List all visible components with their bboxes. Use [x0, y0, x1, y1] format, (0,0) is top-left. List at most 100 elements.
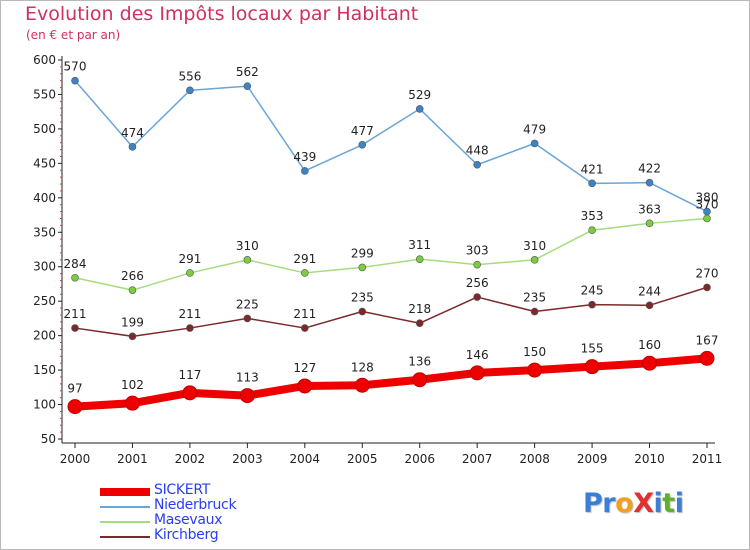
- chart-subtitle: (en € et par an): [26, 28, 121, 42]
- data-point: [703, 207, 711, 216]
- data-point: [186, 86, 194, 95]
- proxiti-logo: ProXiti: [583, 488, 684, 519]
- data-label: 128: [351, 360, 374, 374]
- data-point: [530, 307, 539, 316]
- data-point: [645, 178, 654, 187]
- data-point: [301, 269, 309, 277]
- logo-letter: X: [633, 488, 654, 519]
- data-label: 155: [581, 342, 604, 356]
- data-label: 113: [236, 371, 259, 385]
- data-label: 211: [293, 307, 316, 321]
- y-tick-label: 350: [33, 225, 56, 239]
- data-point: [358, 263, 367, 272]
- logo-letter: i: [653, 488, 663, 519]
- data-label: 291: [178, 252, 201, 266]
- data-point: [469, 365, 485, 381]
- data-label: 529: [408, 88, 431, 102]
- x-tick-label: 2002: [175, 452, 206, 466]
- chart-title: Evolution des Impôts locaux par Habitant: [25, 3, 419, 25]
- chart-data-labels: 97 102 117 113 127 128 136 146 150 155 160 167 570 47…: [64, 60, 719, 396]
- chart-legend: SICKERT Niederbruck Masevaux Kirchberg: [100, 482, 320, 544]
- data-point: [243, 82, 252, 90]
- data-label: 244: [638, 284, 661, 298]
- data-point: [588, 226, 596, 235]
- x-tick-label: 2011: [692, 452, 723, 466]
- data-label: 421: [581, 162, 604, 176]
- data-point: [584, 359, 600, 375]
- data-point: [182, 385, 198, 401]
- legend-item-niederbruck: Niederbruck: [100, 497, 320, 514]
- x-tick-label: 2008: [519, 452, 550, 466]
- data-point: [527, 362, 543, 378]
- data-point: [703, 283, 711, 292]
- y-tick-label: 600: [33, 53, 56, 67]
- chart-axes: 50 100 150 200 250 300 350 400 450 500 550 600 2000 2…: [33, 53, 722, 466]
- y-tick-label: 400: [33, 191, 56, 205]
- series-line-niederbruck: [74, 80, 708, 213]
- data-point: [301, 167, 309, 175]
- y-tick-label: 100: [33, 398, 56, 412]
- logo-letter: i: [674, 488, 684, 519]
- legend-label: Niederbruck: [154, 497, 237, 513]
- data-label: 284: [64, 257, 87, 271]
- data-label: 97: [67, 382, 82, 396]
- data-point: [645, 301, 654, 310]
- data-point: [412, 372, 428, 388]
- logo-letter: t: [662, 488, 675, 519]
- x-tick-label: 2005: [347, 452, 378, 466]
- series-line-sickert: [74, 354, 708, 411]
- data-point: [530, 139, 539, 148]
- data-label: 477: [351, 124, 374, 138]
- data-label: 245: [581, 284, 604, 298]
- data-label: 211: [178, 307, 201, 321]
- data-point: [71, 324, 79, 332]
- y-tick-label: 550: [33, 87, 56, 101]
- data-label: 160: [638, 338, 661, 352]
- data-point: [358, 140, 367, 149]
- data-label: 439: [293, 150, 316, 164]
- x-tick-label: 2000: [60, 452, 91, 466]
- y-tick-label: 250: [33, 294, 56, 308]
- chart-series: [67, 76, 715, 415]
- x-tick-label: 2010: [634, 452, 665, 466]
- legend-item-sickert: SICKERT: [100, 482, 320, 499]
- legend-swatch: [100, 521, 150, 523]
- y-tick-label: 300: [33, 260, 56, 274]
- data-point: [415, 255, 424, 263]
- data-point: [301, 324, 309, 332]
- data-point: [71, 76, 79, 85]
- data-point: [415, 319, 424, 328]
- data-label: 211: [64, 307, 87, 321]
- data-label: 117: [178, 368, 201, 382]
- data-label: 299: [351, 246, 374, 260]
- legend-swatch: [100, 506, 150, 508]
- data-point: [354, 377, 370, 393]
- y-tick-label: 500: [33, 122, 56, 136]
- y-tick-label: 200: [33, 329, 56, 343]
- data-point: [703, 214, 711, 223]
- data-label: 422: [638, 162, 661, 176]
- data-point: [243, 256, 252, 264]
- data-label: 270: [696, 266, 719, 280]
- legend-swatch: [100, 536, 150, 538]
- x-tick-label: 2003: [232, 452, 263, 466]
- data-label: 311: [408, 238, 431, 252]
- data-label: 235: [351, 291, 374, 305]
- legend-item-masevaux: Masevaux: [100, 512, 320, 529]
- data-label: 225: [236, 297, 259, 311]
- logo-letter: o: [615, 488, 634, 519]
- data-label: 479: [523, 122, 546, 136]
- data-point: [415, 105, 424, 113]
- logo-letter: r: [602, 488, 616, 519]
- data-label: 556: [178, 69, 201, 83]
- data-point: [358, 307, 367, 316]
- legend-swatch: [100, 488, 150, 496]
- data-point: [473, 160, 481, 169]
- data-point: [186, 269, 194, 277]
- data-label: 474: [121, 126, 144, 140]
- data-label: 235: [523, 291, 546, 305]
- data-label: 310: [523, 239, 546, 253]
- data-label: 562: [236, 65, 259, 79]
- y-tick-label: 50: [41, 432, 56, 446]
- data-label: 448: [466, 144, 489, 158]
